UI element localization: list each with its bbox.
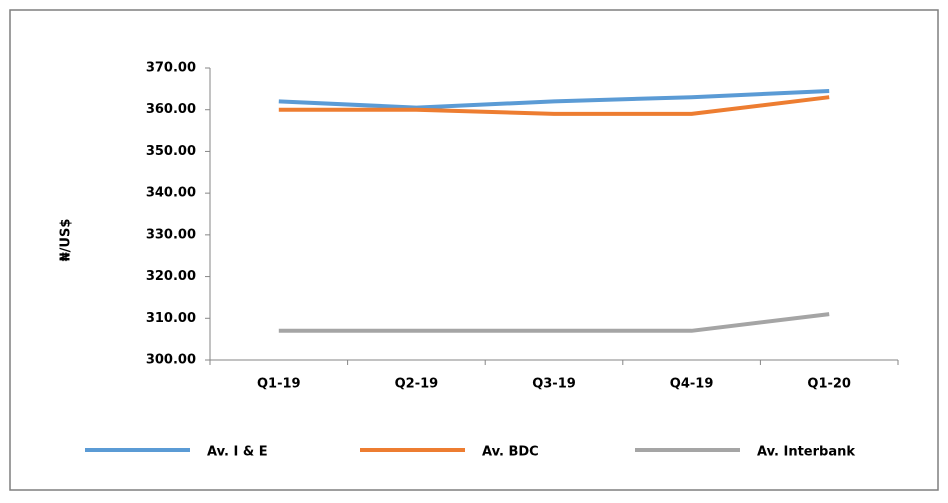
y-tick-label: 330.00 bbox=[146, 227, 196, 242]
y-tick-label: 350.00 bbox=[146, 144, 196, 159]
legend-label: Av. I & E bbox=[207, 445, 268, 460]
series-line bbox=[278, 95, 830, 116]
chart-frame bbox=[9, 9, 939, 491]
y-tick-label: 340.00 bbox=[146, 186, 196, 201]
y-tick-label: 320.00 bbox=[146, 269, 196, 284]
y-axis-label: ₦/US$ bbox=[59, 219, 74, 262]
legend-label: Av. BDC bbox=[482, 445, 539, 460]
x-tick-label: Q2-19 bbox=[395, 377, 439, 392]
legend-label: Av. Interbank bbox=[757, 445, 855, 460]
series-line bbox=[278, 312, 830, 333]
x-tick-label: Q4-19 bbox=[670, 377, 714, 392]
y-tick-label: 360.00 bbox=[146, 102, 196, 117]
y-tick-label: 310.00 bbox=[146, 311, 196, 326]
y-tick-label: 300.00 bbox=[146, 353, 196, 368]
x-tick-label: Q1-19 bbox=[257, 377, 301, 392]
series-line bbox=[278, 88, 830, 110]
y-tick-label: 370.00 bbox=[146, 61, 196, 76]
x-tick-label: Q1-20 bbox=[807, 377, 851, 392]
x-tick-label: Q3-19 bbox=[532, 377, 576, 392]
